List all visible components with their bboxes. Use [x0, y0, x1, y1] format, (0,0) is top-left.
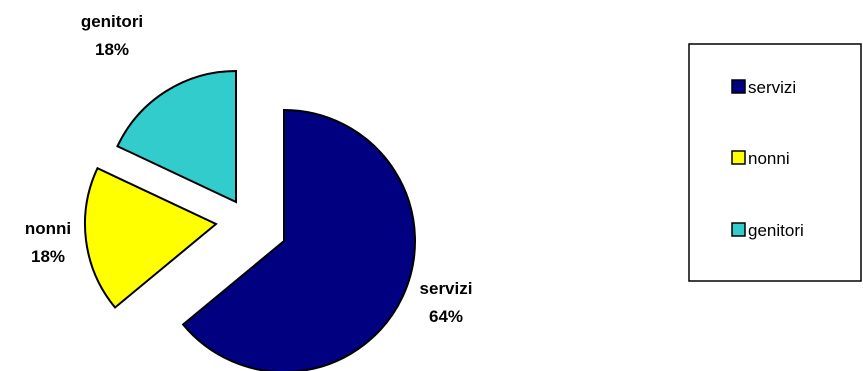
data-label-value: 64%	[429, 307, 463, 326]
data-label-category: servizi	[420, 279, 473, 298]
data-label-category: nonni	[25, 219, 71, 238]
pie-slices	[84, 69, 416, 371]
legend-swatch-nonni	[731, 150, 746, 165]
legend-swatch-genitori	[731, 222, 746, 237]
pie-slice-servizi	[181, 108, 416, 371]
legend: servizi nonni genitori	[688, 43, 862, 282]
legend-swatch-servizi	[731, 79, 746, 94]
legend-label-nonni: nonni	[748, 149, 790, 168]
legend-label-genitori: genitori	[748, 221, 804, 240]
data-labels: servizi 64% nonni 18% genitori 18%	[25, 12, 473, 326]
data-label-genitori: genitori 18%	[81, 12, 143, 59]
pie-slice-genitori	[116, 69, 237, 204]
legend-box	[688, 43, 862, 282]
data-label-nonni: nonni 18%	[25, 219, 71, 266]
legend-label-servizi: servizi	[748, 78, 796, 97]
data-label-value: 18%	[95, 40, 129, 59]
data-label-category: genitori	[81, 12, 143, 31]
data-label-value: 18%	[31, 247, 65, 266]
data-label-servizi: servizi 64%	[420, 279, 473, 326]
pie-slice-nonni	[84, 166, 218, 309]
